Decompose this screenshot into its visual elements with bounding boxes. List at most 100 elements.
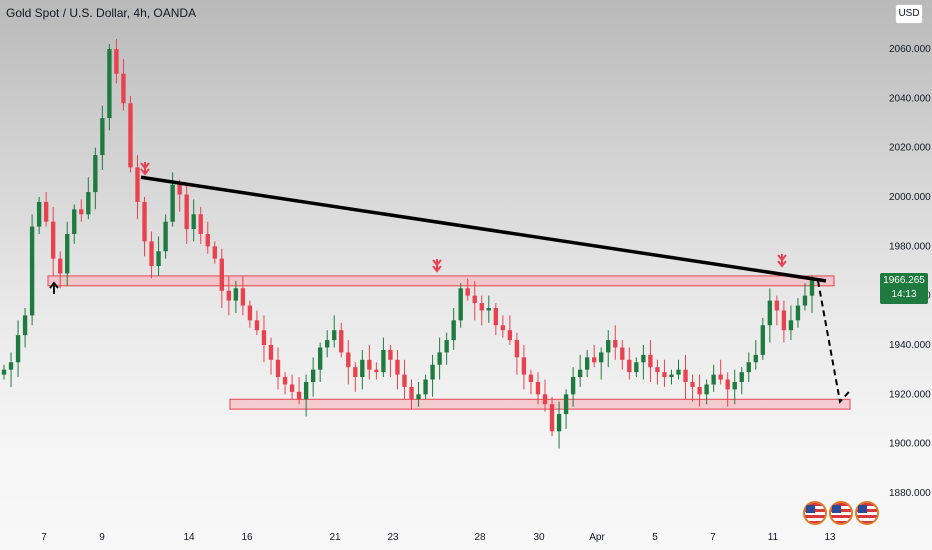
candle <box>416 382 421 407</box>
candle <box>732 369 737 405</box>
x-tick-label: 30 <box>533 532 545 543</box>
candle <box>367 345 372 380</box>
candle-body <box>676 369 681 375</box>
candle <box>760 317 765 360</box>
candle <box>381 337 386 378</box>
candles-layer <box>1 39 815 449</box>
candle-body <box>317 347 323 370</box>
candle <box>697 374 702 407</box>
x-tick-label: 21 <box>329 532 341 543</box>
candle-body <box>627 359 632 373</box>
down-arrow-icon <box>432 259 442 273</box>
y-tick-label: 1940.000 <box>889 340 931 351</box>
us-flag-icon[interactable] <box>829 501 853 525</box>
x-tick-label: 11 <box>768 532 779 543</box>
candle <box>86 177 91 220</box>
last-price: 1966.265 <box>883 275 925 286</box>
support-zone <box>229 398 851 410</box>
candle-body <box>732 382 737 390</box>
candle-body <box>542 394 548 405</box>
candle-body <box>353 367 358 378</box>
candle <box>51 206 56 276</box>
candle-body <box>444 340 449 353</box>
candle <box>289 374 295 400</box>
candle-body <box>310 369 316 382</box>
candle-body <box>606 340 611 353</box>
candle-body <box>690 382 695 387</box>
bar-countdown: 14:13 <box>891 289 917 300</box>
candle-body <box>472 295 477 304</box>
candle <box>219 248 224 308</box>
candle-body <box>135 167 140 202</box>
candle-body <box>437 352 442 365</box>
candle <box>191 199 196 242</box>
candle-body <box>493 308 499 326</box>
candle <box>493 303 499 336</box>
candle <box>486 295 491 323</box>
candle-body <box>521 357 527 375</box>
x-tick-label: 7 <box>41 532 47 543</box>
candle <box>198 206 203 244</box>
candle-body <box>809 280 815 296</box>
y-tick-label: 2000.000 <box>889 192 931 203</box>
candle-body <box>788 320 794 331</box>
candle-body <box>402 374 407 387</box>
candle-body <box>360 359 365 378</box>
candle-body <box>8 362 14 370</box>
candle <box>163 214 168 259</box>
x-tick-label: 28 <box>474 532 486 543</box>
currency-button[interactable]: USD <box>895 4 923 24</box>
candle <box>65 221 70 286</box>
candle <box>332 315 337 348</box>
y-tick-label: 2020.000 <box>889 143 931 154</box>
candle-body <box>22 315 28 336</box>
candle-body <box>655 367 660 373</box>
candle-body <box>725 379 730 390</box>
candle <box>296 377 302 405</box>
trendline <box>140 175 827 283</box>
candle-body <box>584 357 590 370</box>
candle-body <box>556 414 562 432</box>
candle <box>128 95 133 173</box>
last-price-tag: 1966.265 14:13 <box>880 273 928 304</box>
candle-body <box>149 241 154 267</box>
candle-body <box>107 49 112 119</box>
candle <box>374 362 379 380</box>
event-markers[interactable] <box>803 501 881 530</box>
candle-body <box>43 201 49 222</box>
candle <box>781 300 787 343</box>
us-flag-icon[interactable] <box>803 501 827 525</box>
candle-body <box>486 308 491 311</box>
candle <box>465 278 470 301</box>
x-tick-label: 5 <box>652 532 658 543</box>
candle <box>725 372 730 407</box>
candle-body <box>760 325 765 355</box>
candle-body <box>226 290 232 301</box>
candle <box>458 283 463 328</box>
candle <box>704 379 709 405</box>
candle-body <box>528 374 534 382</box>
candle <box>437 337 442 380</box>
candle <box>156 236 161 276</box>
candle-body <box>219 258 224 291</box>
candle <box>346 340 351 385</box>
candle-body <box>282 377 288 385</box>
candle-body <box>634 362 639 373</box>
candle <box>795 298 801 328</box>
candle-body <box>704 384 709 395</box>
candle-body <box>128 103 133 168</box>
us-flag-icon[interactable] <box>855 501 879 525</box>
candle-body <box>381 349 386 373</box>
up-arrow-icon <box>49 281 59 294</box>
candle <box>317 342 323 382</box>
candle <box>268 337 274 375</box>
candle-body <box>514 340 520 358</box>
candle-body <box>325 340 330 348</box>
candle-body <box>72 209 77 234</box>
candle-body <box>240 288 246 306</box>
candle <box>472 280 477 321</box>
candle <box>613 325 618 360</box>
candle <box>107 44 112 131</box>
candle-body <box>114 49 119 74</box>
